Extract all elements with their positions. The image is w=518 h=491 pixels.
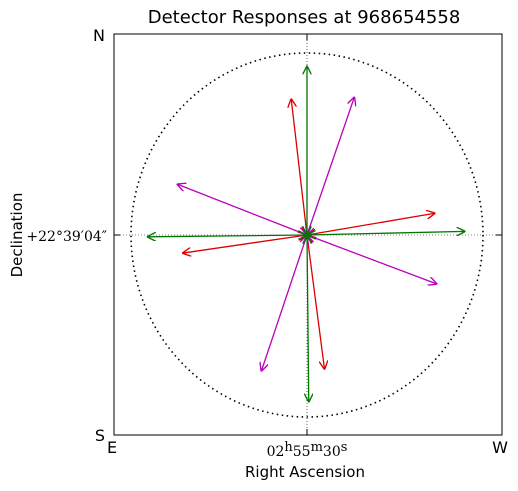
response-arrow-0-3 [182, 235, 307, 253]
arrow-layer [147, 65, 466, 403]
x-axis-label: Right Ascension [245, 463, 365, 481]
response-arrow-1-1 [261, 235, 307, 372]
reference-circle [130, 52, 484, 418]
dec-center-tick-label: +22°39′04″ [26, 229, 107, 245]
response-arrow-1-2 [177, 184, 307, 235]
response-arrow-1-0 [307, 97, 355, 235]
response-arrow-0-2 [307, 213, 435, 235]
compass-west-label: W [492, 438, 508, 457]
compass-south-label: S [95, 426, 105, 445]
response-arrow-2-3 [307, 235, 309, 402]
response-arrow-0-0 [291, 99, 307, 236]
compass-east-label: E [107, 438, 117, 457]
response-arrow-1-3 [307, 235, 437, 284]
chart-title: Detector Responses at 968654558 [148, 7, 461, 28]
ra-center-tick-label: 02h55m30s [267, 440, 348, 460]
response-arrow-0-1 [307, 235, 325, 370]
response-arrow-2-1 [307, 231, 465, 235]
response-arrow-2-0 [147, 235, 307, 237]
y-axis-label: Declination [8, 193, 26, 278]
compass-north-label: N [93, 26, 105, 45]
